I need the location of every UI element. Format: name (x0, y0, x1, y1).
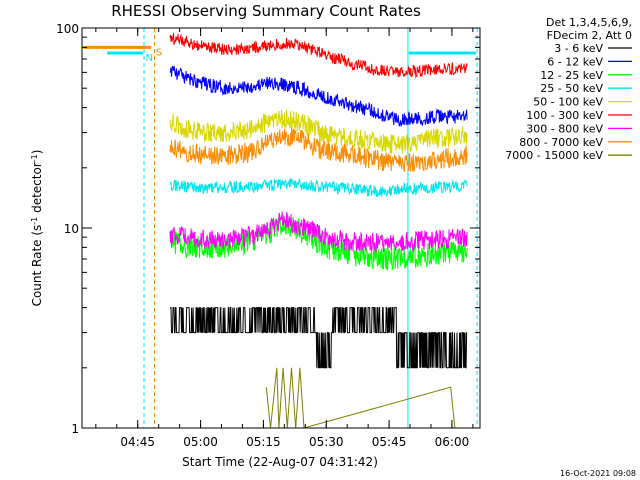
x-axis-label: Start Time (22-Aug-07 04:31:42) (182, 455, 378, 469)
legend-label-12-25-kev: 12 - 25 keV (540, 69, 603, 82)
flag-label-n: N (146, 53, 153, 64)
series-line-6-12-kev (169, 65, 468, 127)
series-line-100-300-kev (169, 32, 468, 79)
x-tick-label: 05:00 (183, 435, 218, 449)
legend-label-3-6-kev: 3 - 6 keV (554, 42, 603, 55)
x-tick-label: 04:45 (120, 435, 155, 449)
legend-header-1: Det 1,3,4,5,6,9, (546, 16, 632, 29)
chart-title: RHESSI Observing Summary Count Rates (111, 2, 421, 20)
legend-label-50-100-kev: 50 - 100 keV (533, 96, 603, 109)
x-tick-label: 06:00 (435, 435, 470, 449)
x-tick-label: 05:30 (309, 435, 344, 449)
legend-label-7000-15000-kev: 7000 - 15000 keV (505, 149, 603, 162)
y-tick-label: 10 (64, 222, 79, 236)
series-line-3-6-kev (170, 307, 468, 369)
series-line-800-7000-kev (169, 127, 468, 172)
chart-legend: Det 1,3,4,5,6,9, FDecim 2, Att 0 3 - 6 k… (505, 16, 632, 162)
series-line-300-800-kev (169, 211, 468, 253)
x-tick-label: 05:45 (372, 435, 407, 449)
series-line-25-50-kev (169, 178, 468, 197)
x-tick-label: 05:15 (246, 435, 281, 449)
axes: 04:45 05:00 05:15 05:30 05:45 06:00 1 10 100 (56, 22, 480, 449)
flag-label-s: S (156, 47, 162, 58)
y-tick-label: 100 (56, 22, 79, 36)
series-line-7000-15000-kev (265, 367, 456, 429)
y-tick-label: 1 (71, 422, 79, 436)
legend-header-2: FDecim 2, Att 0 (547, 29, 632, 42)
series-line-50-100-kev (169, 109, 468, 155)
legend-label-300-800-kev: 300 - 800 keV (526, 122, 603, 135)
legend-label-800-7000-kev: 800 - 7000 keV (519, 136, 603, 149)
legend-label-100-300-kev: 100 - 300 keV (526, 109, 603, 122)
legend-label-25-50-kev: 25 - 50 keV (540, 82, 603, 95)
y-axis-label: Count Rate (s-1 detector-1) (30, 150, 45, 307)
legend-label-6-12-kev: 6 - 12 keV (547, 55, 603, 68)
footer-date: 16-Oct-2021 09:08 (560, 469, 636, 478)
plot-series (169, 32, 468, 429)
